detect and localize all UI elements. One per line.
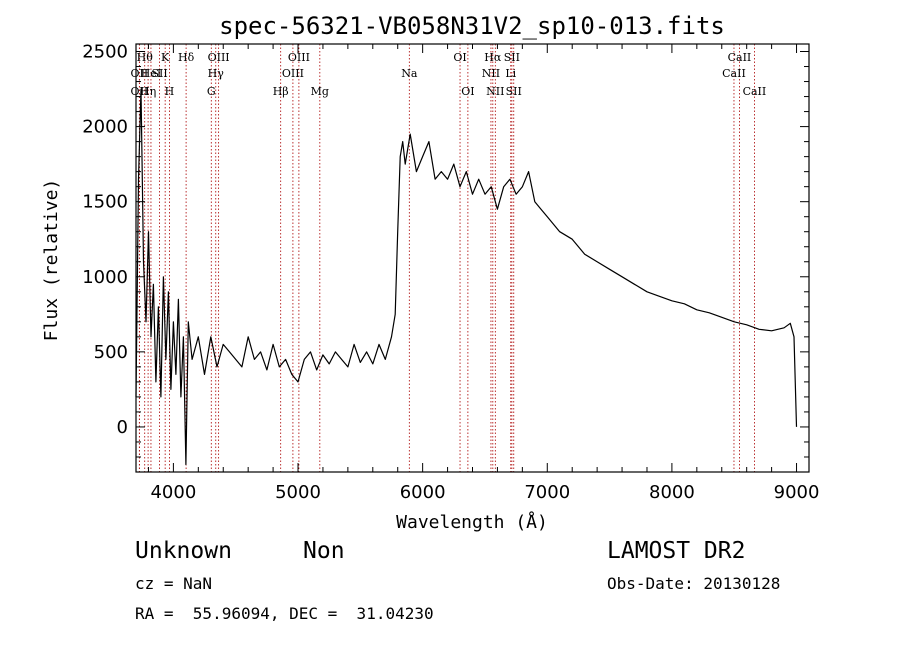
marker-label-16: Na bbox=[401, 67, 418, 80]
marker-label-25: CaII bbox=[722, 67, 746, 80]
marker-label-10: Hγ bbox=[208, 67, 225, 80]
marker-label-12: Hβ bbox=[273, 85, 289, 98]
y-axis-label: Flux (relative) bbox=[41, 179, 62, 342]
marker-label-26: CaII bbox=[728, 51, 752, 64]
marker-label-7: H bbox=[165, 85, 175, 98]
y-tick-label-2500: 2500 bbox=[82, 42, 128, 63]
marker-label-5: SII bbox=[151, 67, 167, 80]
marker-label-0: OII bbox=[131, 67, 149, 80]
x-tick-labels: 4000 5000 6000 7000 8000 9000 bbox=[150, 482, 819, 503]
x-tick-label-4000: 4000 bbox=[150, 482, 196, 503]
marker-label-13: OIII bbox=[282, 67, 304, 80]
y-tick-label-0: 0 bbox=[117, 417, 128, 438]
object-class: Unknown bbox=[135, 538, 232, 564]
coordinates: RA = 55.96094, DEC = 31.04230 bbox=[135, 604, 434, 623]
y-tick-label-2000: 2000 bbox=[82, 117, 128, 138]
marker-label-17: OI bbox=[453, 51, 466, 64]
x-axis-label: Wavelength (Å) bbox=[396, 511, 548, 533]
marker-label-22: Li bbox=[505, 67, 516, 80]
marker-label-8: Hδ bbox=[178, 51, 195, 64]
marker-label-1: OII bbox=[131, 85, 149, 98]
x-tick-label-8000: 8000 bbox=[649, 482, 695, 503]
y-tick-label-1500: 1500 bbox=[82, 192, 128, 213]
marker-label-18: OI bbox=[461, 85, 474, 98]
marker-label-14: OIII bbox=[288, 51, 310, 64]
marker-label-23: SII bbox=[504, 51, 520, 64]
line-marker-labels: OIIOIIHθHηHeISIIKHHδGHγOIIIHβOIIIOIIIMgN… bbox=[131, 51, 767, 98]
y-tick-label-1000: 1000 bbox=[82, 267, 128, 288]
marker-label-4: HeI bbox=[141, 67, 161, 80]
marker-label-6: K bbox=[161, 51, 170, 64]
marker-label-2: Hθ bbox=[137, 51, 154, 64]
observation-date: Obs-Date: 20130128 bbox=[607, 574, 781, 593]
object-subclass: Non bbox=[303, 538, 345, 564]
marker-label-19: NII bbox=[482, 67, 500, 80]
marker-label-20: Hα bbox=[484, 51, 502, 64]
y-tick-labels: 0 500 1000 1500 2000 2500 bbox=[82, 42, 128, 438]
x-tick-label-9000: 9000 bbox=[774, 482, 820, 503]
x-tick-label-6000: 6000 bbox=[400, 482, 446, 503]
marker-label-27: CaII bbox=[743, 85, 767, 98]
line-markers bbox=[138, 44, 755, 472]
axis-ticks bbox=[136, 44, 809, 472]
x-tick-label-5000: 5000 bbox=[275, 482, 321, 503]
chart-title: spec-56321-VB058N31V2_sp10-013.fits bbox=[219, 12, 725, 40]
y-tick-label-500: 500 bbox=[94, 342, 128, 363]
marker-label-15: Mg bbox=[311, 85, 329, 98]
marker-label-11: OIII bbox=[208, 51, 230, 64]
marker-label-3: Hη bbox=[140, 85, 156, 98]
marker-label-24: SII bbox=[506, 85, 522, 98]
x-tick-label-7000: 7000 bbox=[524, 482, 570, 503]
marker-label-21: NII bbox=[486, 85, 504, 98]
axes-frame bbox=[135, 43, 810, 473]
survey-name: LAMOST DR2 bbox=[607, 538, 746, 564]
spectrum-line bbox=[135, 88, 798, 466]
redshift-cz: cz = NaN bbox=[135, 574, 213, 593]
marker-label-9: G bbox=[207, 85, 216, 98]
